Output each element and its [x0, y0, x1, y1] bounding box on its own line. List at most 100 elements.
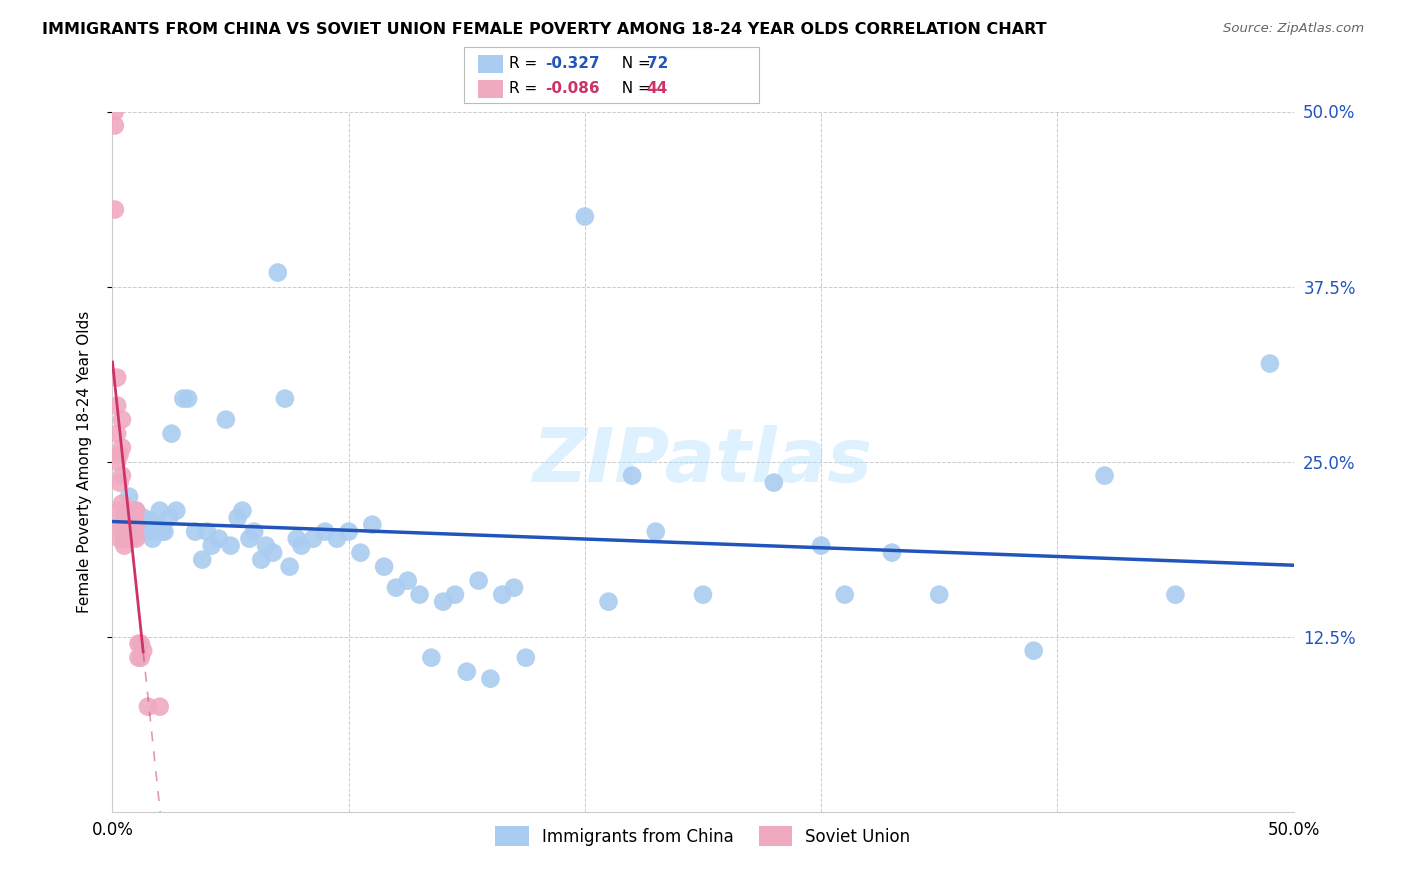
- Point: [467, 574, 489, 588]
- Point: [122, 524, 145, 539]
- Point: [201, 539, 224, 553]
- Point: [692, 588, 714, 602]
- Point: [314, 524, 336, 539]
- Point: [928, 588, 950, 602]
- Point: [250, 552, 273, 566]
- Point: [105, 455, 128, 469]
- Point: [135, 524, 157, 539]
- Point: [361, 517, 384, 532]
- Point: [112, 532, 135, 546]
- Point: [337, 524, 360, 539]
- Point: [111, 412, 134, 426]
- Point: [112, 524, 135, 539]
- Point: [136, 524, 159, 539]
- Point: [127, 650, 149, 665]
- Point: [125, 503, 148, 517]
- Point: [762, 475, 785, 490]
- Point: [184, 524, 207, 539]
- Point: [125, 503, 148, 517]
- Point: [598, 594, 620, 608]
- Point: [226, 510, 249, 524]
- Point: [108, 475, 131, 490]
- Point: [215, 412, 238, 426]
- Point: [515, 650, 537, 665]
- Point: [127, 637, 149, 651]
- Point: [127, 510, 149, 524]
- Point: [408, 588, 430, 602]
- Point: [112, 517, 135, 532]
- Point: [125, 532, 148, 546]
- Point: [129, 650, 152, 665]
- Point: [108, 532, 131, 546]
- Text: R =: R =: [509, 56, 543, 71]
- Text: -0.086: -0.086: [546, 81, 600, 96]
- Point: [115, 517, 138, 532]
- Point: [195, 524, 218, 539]
- Point: [191, 552, 214, 566]
- Point: [157, 510, 180, 524]
- Point: [177, 392, 200, 406]
- Text: Source: ZipAtlas.com: Source: ZipAtlas.com: [1223, 22, 1364, 36]
- Point: [105, 399, 128, 413]
- Point: [274, 392, 297, 406]
- Point: [104, 119, 127, 133]
- Point: [115, 503, 138, 517]
- Point: [105, 370, 128, 384]
- Point: [165, 503, 187, 517]
- Y-axis label: Female Poverty Among 18-24 Year Olds: Female Poverty Among 18-24 Year Olds: [77, 310, 91, 613]
- Point: [112, 503, 135, 517]
- Point: [254, 539, 277, 553]
- Point: [108, 517, 131, 532]
- Point: [115, 532, 138, 546]
- Point: [104, 104, 127, 119]
- Point: [104, 202, 127, 217]
- Point: [143, 517, 166, 532]
- Point: [1258, 357, 1281, 371]
- Point: [105, 426, 128, 441]
- Point: [479, 672, 502, 686]
- Point: [574, 210, 596, 224]
- Point: [120, 517, 142, 532]
- Point: [136, 699, 159, 714]
- Point: [1164, 588, 1187, 602]
- Point: [118, 490, 141, 504]
- Point: [125, 517, 148, 532]
- Point: [108, 503, 131, 517]
- Point: [1094, 468, 1116, 483]
- Point: [153, 524, 176, 539]
- Legend: Immigrants from China, Soviet Union: Immigrants from China, Soviet Union: [489, 820, 917, 853]
- Point: [111, 524, 134, 539]
- Point: [149, 503, 172, 517]
- Point: [278, 559, 301, 574]
- Point: [420, 650, 443, 665]
- Point: [208, 532, 231, 546]
- Point: [115, 524, 138, 539]
- Text: R =: R =: [509, 81, 543, 96]
- Point: [290, 539, 312, 553]
- Point: [142, 532, 165, 546]
- Point: [118, 517, 141, 532]
- Point: [118, 510, 141, 524]
- Point: [810, 539, 832, 553]
- Point: [172, 392, 194, 406]
- Point: [129, 517, 152, 532]
- Text: -0.327: -0.327: [546, 56, 600, 71]
- Point: [503, 581, 526, 595]
- Point: [373, 559, 395, 574]
- Point: [491, 588, 513, 602]
- Point: [112, 539, 135, 553]
- Point: [456, 665, 478, 679]
- Point: [349, 546, 371, 560]
- Point: [285, 532, 308, 546]
- Point: [396, 574, 419, 588]
- Point: [122, 503, 145, 517]
- Point: [444, 588, 467, 602]
- Point: [122, 517, 145, 532]
- Point: [880, 546, 903, 560]
- Point: [267, 266, 290, 280]
- Point: [120, 532, 142, 546]
- Point: [219, 539, 242, 553]
- Point: [644, 524, 666, 539]
- Point: [326, 532, 349, 546]
- Text: N =: N =: [612, 81, 655, 96]
